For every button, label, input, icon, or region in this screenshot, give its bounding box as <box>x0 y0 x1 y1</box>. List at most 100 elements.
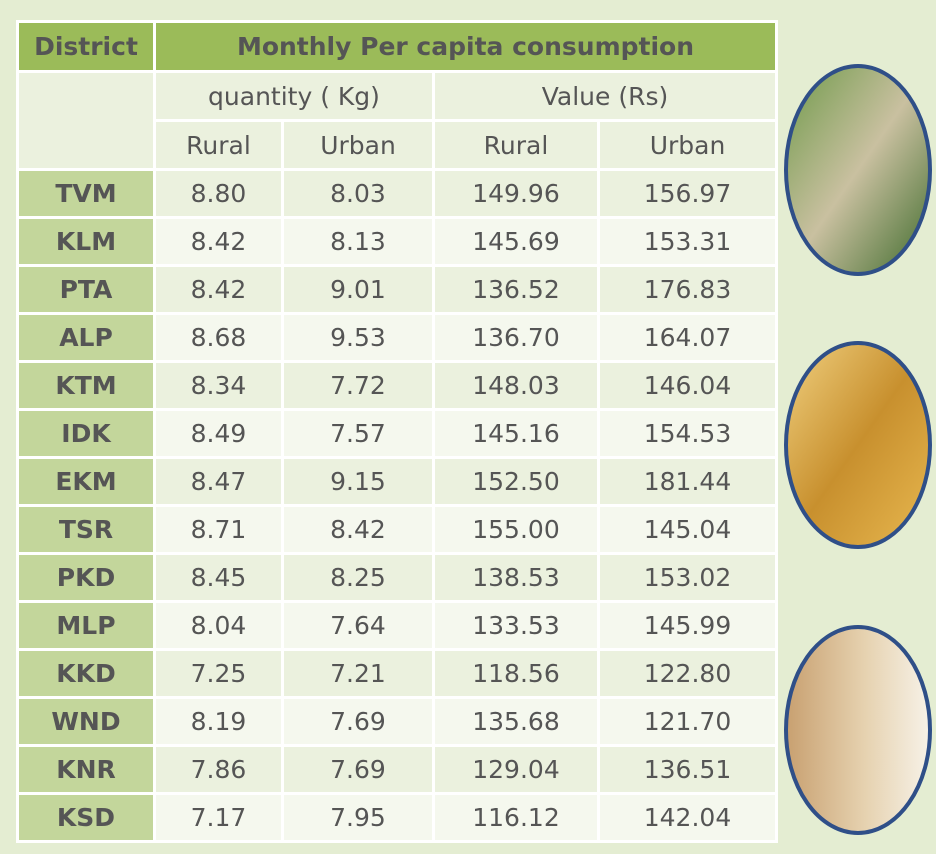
value-cell: 9.01 <box>284 267 432 312</box>
data-row: PTA 8.42 9.01 136.52 176.83 <box>19 267 775 312</box>
data-row: TSR 8.71 8.42 155.00 145.04 <box>19 507 775 552</box>
value-cell: 153.31 <box>600 219 775 264</box>
value-cell: 116.12 <box>435 795 597 840</box>
value-cell: 7.17 <box>156 795 281 840</box>
district-cell: MLP <box>19 603 153 648</box>
value-cell: 8.42 <box>156 219 281 264</box>
value-cell: 135.68 <box>435 699 597 744</box>
value-cell: 145.99 <box>600 603 775 648</box>
blank-cell <box>19 73 153 168</box>
district-cell: IDK <box>19 411 153 456</box>
data-row: KNR 7.86 7.69 129.04 136.51 <box>19 747 775 792</box>
group-header: quantity ( Kg) <box>156 73 432 119</box>
rice-plant-image <box>784 64 932 276</box>
value-cell: 176.83 <box>600 267 775 312</box>
value-cell: 8.34 <box>156 363 281 408</box>
value-cell: 9.15 <box>284 459 432 504</box>
value-cell: 8.42 <box>156 267 281 312</box>
district-cell: PKD <box>19 555 153 600</box>
district-cell: WND <box>19 699 153 744</box>
data-row: WND 8.19 7.69 135.68 121.70 <box>19 699 775 744</box>
district-cell: KKD <box>19 651 153 696</box>
value-cell: 8.80 <box>156 171 281 216</box>
value-cell: 7.64 <box>284 603 432 648</box>
value-cell: 8.71 <box>156 507 281 552</box>
data-row: TVM 8.80 8.03 149.96 156.97 <box>19 171 775 216</box>
value-cell: 8.13 <box>284 219 432 264</box>
district-cell: KLM <box>19 219 153 264</box>
district-cell: KTM <box>19 363 153 408</box>
data-row: KLM 8.42 8.13 145.69 153.31 <box>19 219 775 264</box>
subheader: Urban <box>600 122 775 168</box>
value-cell: 145.04 <box>600 507 775 552</box>
value-cell: 148.03 <box>435 363 597 408</box>
value-cell: 8.68 <box>156 315 281 360</box>
district-cell: KNR <box>19 747 153 792</box>
value-cell: 149.96 <box>435 171 597 216</box>
value-cell: 8.19 <box>156 699 281 744</box>
value-cell: 8.03 <box>284 171 432 216</box>
value-cell: 118.56 <box>435 651 597 696</box>
value-cell: 7.57 <box>284 411 432 456</box>
value-cell: 7.86 <box>156 747 281 792</box>
value-cell: 152.50 <box>435 459 597 504</box>
data-row: IDK 8.49 7.57 145.16 154.53 <box>19 411 775 456</box>
grain-pictures <box>784 64 932 835</box>
value-cell: 155.00 <box>435 507 597 552</box>
value-cell: 136.70 <box>435 315 597 360</box>
value-cell: 136.52 <box>435 267 597 312</box>
data-row: ALP 8.68 9.53 136.70 164.07 <box>19 315 775 360</box>
value-cell: 129.04 <box>435 747 597 792</box>
subheader: Rural <box>156 122 281 168</box>
value-cell: 146.04 <box>600 363 775 408</box>
table-title: Monthly Per capita consumption <box>156 23 775 70</box>
value-cell: 8.04 <box>156 603 281 648</box>
district-cell: KSD <box>19 795 153 840</box>
value-cell: 8.45 <box>156 555 281 600</box>
value-cell: 142.04 <box>600 795 775 840</box>
data-row: KSD 7.17 7.95 116.12 142.04 <box>19 795 775 840</box>
data-row: MLP 8.04 7.64 133.53 145.99 <box>19 603 775 648</box>
district-cell: TVM <box>19 171 153 216</box>
value-cell: 7.21 <box>284 651 432 696</box>
value-cell: 154.53 <box>600 411 775 456</box>
consumption-table: District Monthly Per capita consumption … <box>16 20 778 843</box>
value-cell: 7.69 <box>284 747 432 792</box>
value-cell: 181.44 <box>600 459 775 504</box>
value-cell: 7.95 <box>284 795 432 840</box>
district-cell: PTA <box>19 267 153 312</box>
value-cell: 8.42 <box>284 507 432 552</box>
value-cell: 9.53 <box>284 315 432 360</box>
data-row: EKM 8.47 9.15 152.50 181.44 <box>19 459 775 504</box>
data-row: KTM 8.34 7.72 148.03 146.04 <box>19 363 775 408</box>
subheader-row: Rural Urban Rural Urban <box>19 122 775 168</box>
value-cell: 164.07 <box>600 315 775 360</box>
subheader: Urban <box>284 122 432 168</box>
value-cell: 153.02 <box>600 555 775 600</box>
value-cell: 156.97 <box>600 171 775 216</box>
subheader: Rural <box>435 122 597 168</box>
district-cell: ALP <box>19 315 153 360</box>
value-cell: 7.72 <box>284 363 432 408</box>
value-cell: 121.70 <box>600 699 775 744</box>
value-cell: 138.53 <box>435 555 597 600</box>
value-cell: 145.16 <box>435 411 597 456</box>
group-row: quantity ( Kg) Value (Rs) <box>19 73 775 168</box>
rice-grain-image <box>784 625 932 835</box>
value-cell: 133.53 <box>435 603 597 648</box>
header-row: District Monthly Per capita consumption <box>19 23 775 70</box>
value-cell: 7.25 <box>156 651 281 696</box>
value-cell: 122.80 <box>600 651 775 696</box>
value-cell: 136.51 <box>600 747 775 792</box>
district-header: District <box>19 23 153 70</box>
value-cell: 145.69 <box>435 219 597 264</box>
data-row: PKD 8.45 8.25 138.53 153.02 <box>19 555 775 600</box>
group-header: Value (Rs) <box>435 73 775 119</box>
district-cell: EKM <box>19 459 153 504</box>
value-cell: 8.49 <box>156 411 281 456</box>
value-cell: 8.47 <box>156 459 281 504</box>
value-cell: 7.69 <box>284 699 432 744</box>
wheat-image <box>784 341 932 549</box>
district-cell: TSR <box>19 507 153 552</box>
